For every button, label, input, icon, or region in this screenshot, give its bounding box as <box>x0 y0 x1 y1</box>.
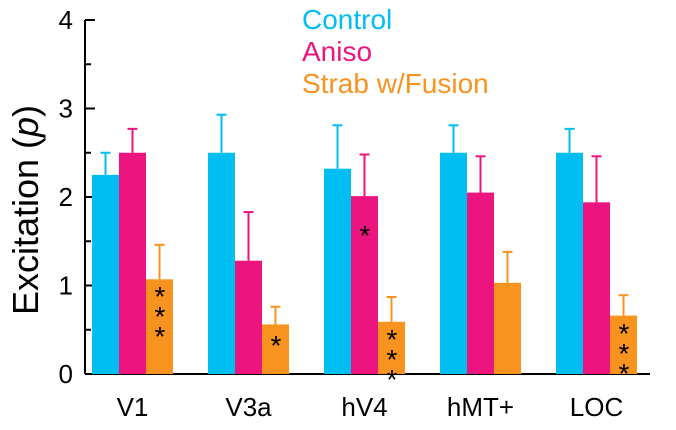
y-tick-label: 0 <box>59 359 73 389</box>
y-axis-label: Excitation (p) <box>5 105 46 315</box>
y-tick-label: 2 <box>59 182 73 212</box>
bar-aniso-hv4 <box>351 196 378 374</box>
bar-aniso-loc <box>583 202 610 374</box>
bar-control-loc <box>556 152 583 374</box>
bar-strab-w-fusion-hmt <box>494 282 521 374</box>
bar-aniso-v3a <box>235 260 262 374</box>
x-tick-label: V1 <box>117 392 149 422</box>
bar-control-v1 <box>92 174 119 374</box>
axes: 0 1 2 3 4 <box>59 5 650 389</box>
x-tick-label: hV4 <box>341 392 387 422</box>
bar-strab-w-fusion-loc <box>610 315 637 374</box>
bar-strab-w-fusion-v1 <box>146 279 173 374</box>
legend-entry: Strab w/Fusion <box>302 68 489 99</box>
bar-aniso-v1 <box>119 152 146 374</box>
x-tick-label: hMT+ <box>447 392 514 422</box>
y-tick-label: 4 <box>59 5 73 35</box>
bars: V1 V3a hV4 hMT+ LOC <box>92 113 637 422</box>
legend-entry: Aniso <box>302 36 372 67</box>
x-tick-label: V3a <box>225 392 272 422</box>
bar-strab-w-fusion-hv4 <box>378 321 405 374</box>
bar-control-hmt <box>440 152 467 374</box>
x-tick-label: LOC <box>570 392 623 422</box>
legend-entry: Control <box>302 4 392 35</box>
y-tick-label: 1 <box>59 271 73 301</box>
bar-control-hv4 <box>324 168 351 374</box>
bar-control-v3a <box>208 152 235 374</box>
bar-strab-w-fusion-v3a <box>262 324 289 374</box>
y-tick-label: 3 <box>59 94 73 124</box>
bar-aniso-hmt <box>467 192 494 374</box>
